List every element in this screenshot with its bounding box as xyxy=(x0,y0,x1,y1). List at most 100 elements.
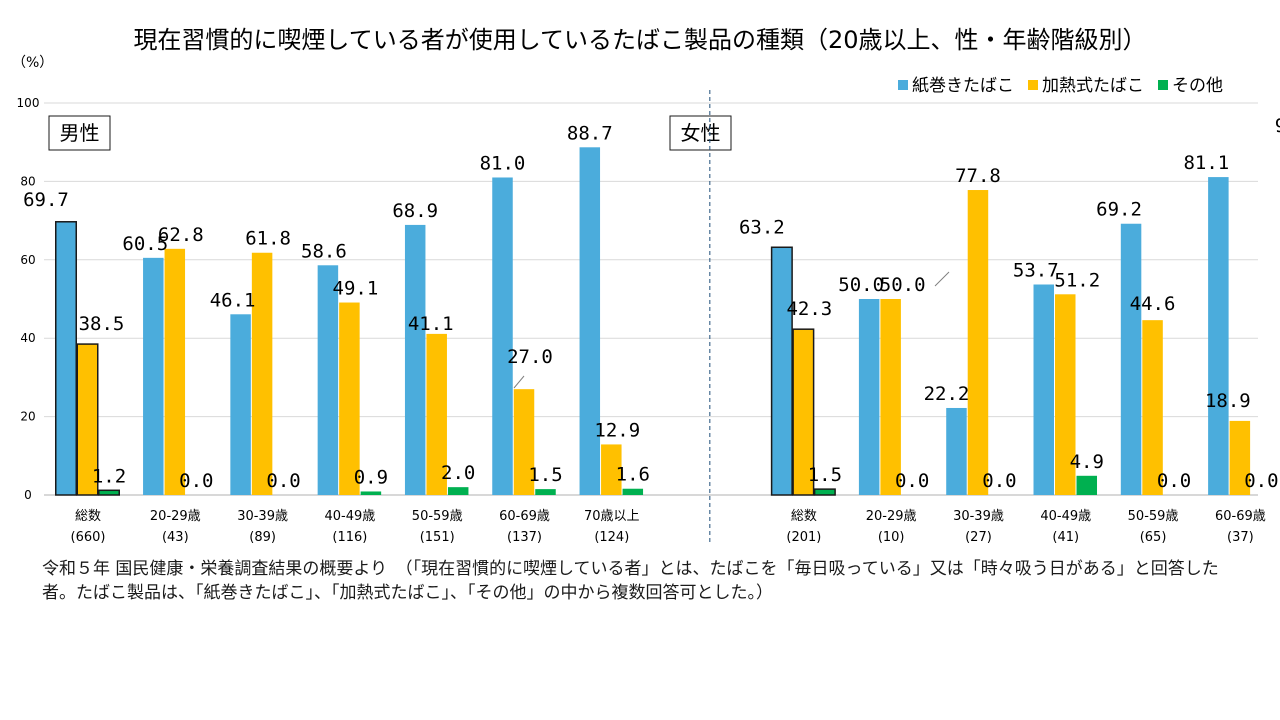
bar-male-2-0 xyxy=(230,314,251,495)
legend-swatch xyxy=(1158,80,1168,90)
legend-label: 紙巻きたばこ xyxy=(912,76,1014,96)
data-label: 22.2 xyxy=(924,383,970,405)
data-label: 44.6 xyxy=(1130,293,1176,315)
data-label: 38.5 xyxy=(79,313,125,335)
bar-male-2-1 xyxy=(251,252,273,495)
data-label: 18.9 xyxy=(1205,390,1251,412)
data-label: 0.0 xyxy=(895,470,929,492)
data-label: 2.0 xyxy=(441,462,475,484)
bar-male-3-2 xyxy=(360,491,382,495)
category-label: 50-59歳 xyxy=(1128,509,1179,524)
y-tick-label: 60 xyxy=(20,253,35,267)
bar-female-1-0 xyxy=(858,299,880,495)
y-tick-label: 40 xyxy=(20,331,35,345)
bar-male-0-1 xyxy=(76,343,99,496)
data-label: 1.6 xyxy=(616,464,650,486)
data-label: 90.5 xyxy=(1275,115,1280,137)
data-label: 41.1 xyxy=(408,313,454,335)
legend-swatch xyxy=(1028,80,1038,90)
data-label: 58.6 xyxy=(301,240,347,262)
bar-female-3-0 xyxy=(1033,284,1055,495)
legend-label: 加熱式たばこ xyxy=(1042,76,1144,96)
data-label: 51.2 xyxy=(1054,269,1100,291)
bar-female-3-2 xyxy=(1076,475,1098,495)
category-label: 60-69歳 xyxy=(1215,509,1266,524)
legend: 紙巻きたばこ 加熱式たばこ その他 xyxy=(898,76,1223,96)
category-label: 総数 xyxy=(791,509,817,524)
chart-title: 現在習慣的に喫煙している者が使用しているたばこ製品の種類（20歳以上、性・年齢階… xyxy=(133,26,1146,54)
y-tick-label: 20 xyxy=(20,410,35,424)
legend-swatch xyxy=(898,80,908,90)
label-leader-line xyxy=(513,375,525,389)
y-axis-ticks: 0 20 40 60 80 100 xyxy=(17,96,40,502)
bar-male-6-1 xyxy=(601,444,622,495)
category-label: 40-49歳 xyxy=(325,509,376,524)
bar-female-4-1 xyxy=(1142,320,1163,495)
bar-female-3-1 xyxy=(1055,294,1076,495)
data-label: 69.2 xyxy=(1096,199,1142,221)
bars xyxy=(55,147,1251,496)
data-label: 63.2 xyxy=(739,216,785,238)
data-label: 62.8 xyxy=(158,224,204,246)
data-label: 61.8 xyxy=(245,228,291,250)
data-label: 1.5 xyxy=(528,464,562,486)
data-label: 27.0 xyxy=(507,346,553,368)
bar-male-3-1 xyxy=(339,302,360,495)
bar-female-5-0 xyxy=(1208,177,1229,495)
data-label: 42.3 xyxy=(786,298,832,320)
data-label: 68.9 xyxy=(392,200,438,222)
category-sample-size: (37) xyxy=(1227,530,1254,545)
data-label: 1.2 xyxy=(92,465,126,487)
category-sample-size: (137) xyxy=(507,530,542,545)
bar-male-0-0 xyxy=(55,221,77,496)
bar-female-0-2 xyxy=(813,488,836,496)
bar-male-1-0 xyxy=(143,257,164,495)
data-label: 50.0 xyxy=(880,274,926,296)
bar-male-0-2 xyxy=(98,489,120,496)
data-label: 53.7 xyxy=(1013,259,1059,281)
category-label: 70歳以上 xyxy=(584,509,640,524)
data-label: 81.0 xyxy=(480,152,526,174)
category-labels: 総数 (660) 20-29歳 (43) 30-39歳 (89) 40-49歳 (116) 50… xyxy=(71,509,1266,545)
data-labels: 69.7 38.5 1.2 60.562.8 0.0 46.1 61.8 0.0 58.6 49.… xyxy=(23,115,1280,492)
bar-male-4-0 xyxy=(404,224,426,496)
data-label: 60.5 xyxy=(122,233,168,255)
bar-female-4-0 xyxy=(1120,223,1142,495)
category-label: 20-29歳 xyxy=(866,509,917,524)
category-sample-size: (89) xyxy=(249,530,276,545)
category-label: 20-29歳 xyxy=(150,509,201,524)
source-note: 令和５年 国民健康・栄養調査結果の概要より （「現在習慣的に喫煙している者」とは… xyxy=(42,559,1219,603)
data-label: 12.9 xyxy=(594,419,640,441)
category-sample-size: (10) xyxy=(878,530,905,545)
panel-label: 男性 xyxy=(60,121,100,145)
bar-male-3-0 xyxy=(317,265,339,495)
data-label: 49.1 xyxy=(333,278,379,300)
panel-label: 女性 xyxy=(681,121,721,145)
y-tick-label: 80 xyxy=(20,174,35,188)
data-label: 88.7 xyxy=(567,122,613,144)
category-sample-size: (65) xyxy=(1140,530,1167,545)
data-label: 81.1 xyxy=(1183,152,1229,174)
category-label: 総数 xyxy=(75,509,101,524)
category-sample-size: (124) xyxy=(594,530,629,545)
category-label: 50-59歳 xyxy=(412,509,463,524)
bar-female-1-1 xyxy=(880,299,901,495)
bar-male-5-0 xyxy=(492,177,513,496)
data-label: 0.0 xyxy=(179,470,213,492)
data-label: 46.1 xyxy=(210,289,256,311)
bar-female-2-1 xyxy=(967,190,989,496)
category-sample-size: (27) xyxy=(965,530,992,545)
bar-male-5-2 xyxy=(535,489,556,495)
category-sample-size: (116) xyxy=(332,530,367,545)
data-label: 0.9 xyxy=(354,466,388,488)
data-label: 0.0 xyxy=(1157,470,1191,492)
data-label: 4.9 xyxy=(1070,451,1104,473)
category-label: 60-69歳 xyxy=(499,509,550,524)
bar-male-4-2 xyxy=(447,487,469,495)
legend-label: その他 xyxy=(1172,76,1223,96)
bar-male-5-1 xyxy=(513,389,535,495)
data-label: 1.5 xyxy=(808,464,842,486)
y-axis-unit: （%） xyxy=(12,55,53,71)
category-sample-size: (151) xyxy=(420,530,455,545)
